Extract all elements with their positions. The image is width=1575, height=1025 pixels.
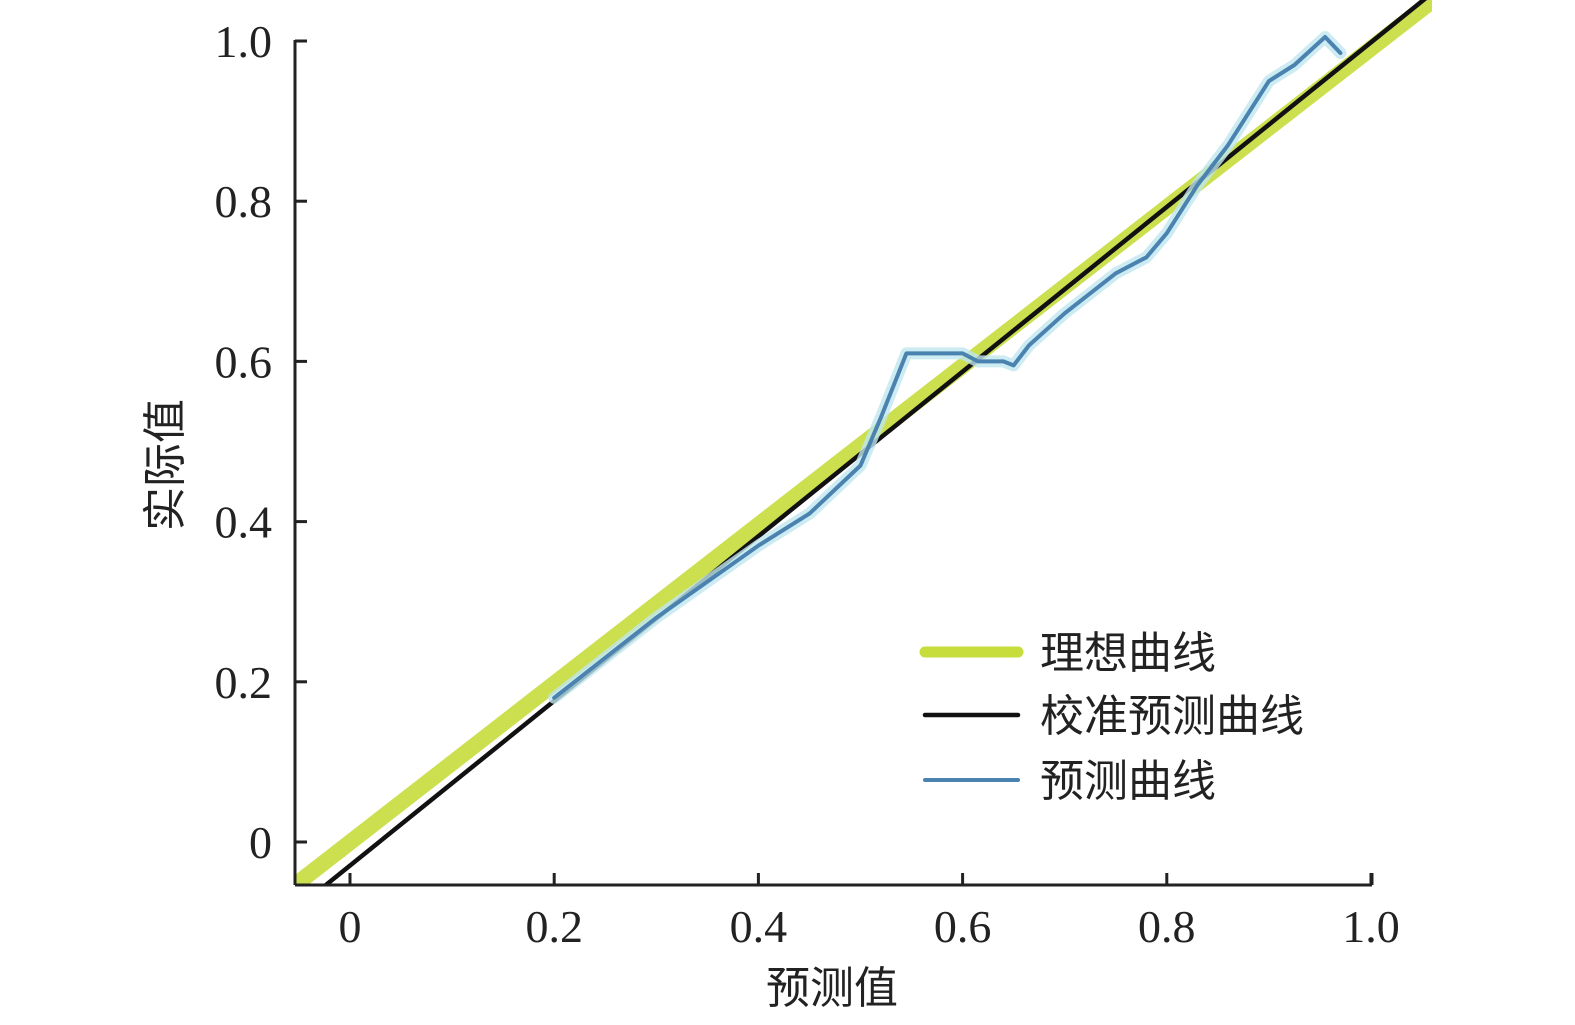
x-tick-label: 0: [339, 901, 362, 952]
legend-ideal: 理想曲线: [919, 628, 1216, 679]
tick-labels: 0 0.2 0.4 0.6 0.8 1.0 0 0.2 0.4 0.6 0.8 1.0: [215, 16, 1400, 952]
series-predicted-line: [552, 35, 1343, 700]
x-tick-label: 0.4: [730, 901, 788, 952]
legend-label: 预测曲线: [1040, 756, 1216, 807]
legend-calibrated: 校准预测曲线: [922, 691, 1304, 742]
legend-label: 校准预测曲线: [1040, 691, 1304, 742]
axes: [293, 39, 1374, 887]
y-tick-label: 0.6: [215, 336, 273, 387]
x-tick-label: 0.8: [1138, 901, 1196, 952]
legend-predicted: 预测曲线: [923, 756, 1216, 807]
y-tick-label: 0.8: [215, 176, 273, 227]
y-tick-label: 1.0: [215, 16, 273, 67]
series-layer: [295, 0, 1432, 885]
y-tick-label: 0.2: [215, 657, 273, 708]
y-axis-title: 实际值: [140, 399, 191, 531]
series-calibrated-line: [322, 0, 1428, 885]
y-tick-label: 0.4: [215, 497, 273, 548]
x-axis-title: 预测值: [766, 963, 898, 1014]
x-tick-label: 1.0: [1342, 901, 1400, 952]
x-tick-label: 0.2: [525, 901, 583, 952]
legend-label: 理想曲线: [1040, 628, 1216, 679]
x-tick-label: 0.6: [934, 901, 992, 952]
y-tick-label: 0: [249, 817, 272, 868]
